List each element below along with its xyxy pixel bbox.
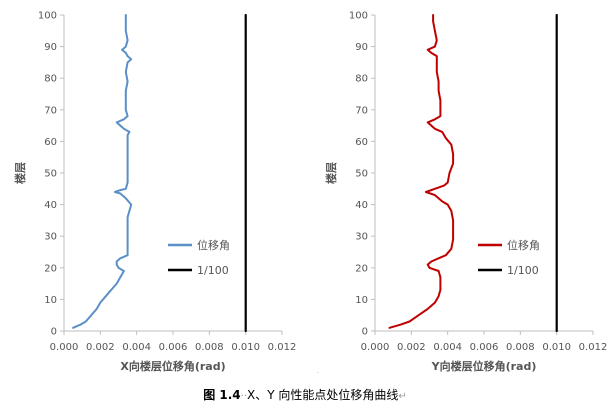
x-tick-label: 0.002 (397, 342, 426, 353)
figure-number: 图 1.4 (203, 388, 241, 402)
legend-label: 位移角 (197, 238, 230, 252)
x-tick-label: 0.004 (122, 342, 151, 353)
x-tick-label: 0.006 (159, 342, 188, 353)
y-tick-label: 20 (44, 263, 57, 274)
x-tick-label: 0.006 (470, 342, 499, 353)
x-tick-label: 0.010 (542, 342, 571, 353)
series-line-drift (72, 14, 133, 329)
y-tick-label: 30 (44, 232, 57, 243)
x-tick-label: 0.010 (231, 342, 260, 353)
x-tick-label: 0.012 (579, 342, 608, 353)
stray-mark: . (317, 368, 319, 375)
y-axis-title: 楼层 (13, 162, 27, 184)
y-tick-label: 20 (355, 263, 368, 274)
chart-y-drift: 0 10 20 30 40 50 60 70 80 90 100 0.000 0.002 0.004 0.0… (324, 11, 607, 374)
y-tick-label: 0 (362, 327, 368, 338)
legend-label: 位移角 (507, 238, 540, 252)
legend-label: 1/100 (507, 264, 539, 277)
y-tick-label: 60 (44, 137, 57, 148)
caption-text: X、Y 向性能点处位移角曲线 (247, 388, 399, 402)
x-tick-label: 0.004 (433, 342, 462, 353)
legend-label: 1/100 (197, 264, 229, 277)
y-tick-label: 100 (38, 11, 57, 22)
x-tick-label: 0.008 (195, 342, 224, 353)
caption-end-mark: ↵ (398, 391, 407, 402)
x-tick-label: 0.000 (361, 342, 390, 353)
x-tick-label: 0.002 (86, 342, 115, 353)
caption-separator: ·· (240, 391, 248, 402)
y-tick-label: 70 (44, 105, 57, 116)
y-tick-label: 90 (44, 42, 57, 53)
y-tick-label: 100 (349, 11, 368, 22)
x-axis-title: X向楼层位移角(rad) (120, 359, 225, 373)
y-tick-label: 40 (44, 200, 57, 211)
y-tick-label: 30 (355, 232, 368, 243)
x-tick-label: 0.012 (268, 342, 297, 353)
x-tick-label: 0.000 (50, 342, 79, 353)
y-tick-label: 10 (44, 295, 57, 306)
x-axis-title: Y向楼层位移角(rad) (431, 359, 537, 373)
chart-x-drift: 0 10 20 30 40 50 60 70 80 90 100 0.000 0.002 0.004 0.0… (13, 11, 296, 374)
y-tick-label: 50 (355, 169, 368, 180)
y-tick-label: 80 (44, 74, 57, 85)
figure-caption: 图 1.4··X、Y 向性能点处位移角曲线↵ (0, 386, 610, 403)
y-tick-label: 0 (51, 327, 57, 338)
y-axis-title: 楼层 (324, 162, 338, 184)
y-tick-label: 60 (355, 137, 368, 148)
y-tick-label: 70 (355, 105, 368, 116)
y-tick-label: 80 (355, 74, 368, 85)
y-tick-label: 50 (44, 169, 57, 180)
x-tick-label: 0.008 (506, 342, 535, 353)
y-tick-label: 40 (355, 200, 368, 211)
series-line-drift (388, 14, 455, 329)
y-tick-label: 10 (355, 295, 368, 306)
y-tick-label: 90 (355, 42, 368, 53)
